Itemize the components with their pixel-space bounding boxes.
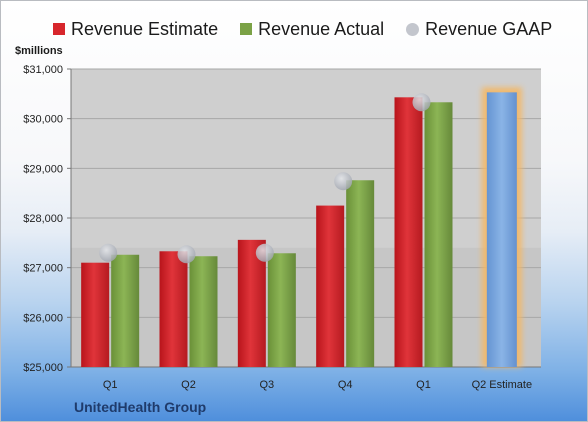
y-tick-label: $30,000 bbox=[23, 114, 63, 126]
bar-revenue-actual bbox=[424, 102, 453, 367]
x-tick-label: Q2 bbox=[181, 379, 196, 391]
legend-marker-gaap bbox=[406, 22, 420, 36]
marker-revenue-gaap bbox=[177, 245, 196, 264]
bar-revenue-actual bbox=[189, 256, 218, 367]
marker-revenue-gaap bbox=[412, 93, 431, 112]
bar-revenue-estimate bbox=[81, 262, 110, 367]
marker-revenue-gaap bbox=[255, 243, 274, 262]
y-tick-label: $28,000 bbox=[23, 213, 63, 225]
legend-label-actual: Revenue Actual bbox=[258, 18, 385, 39]
x-tick-label: Q1 bbox=[103, 379, 118, 391]
legend-swatch-actual bbox=[240, 23, 253, 35]
y-tick-label: $26,000 bbox=[23, 312, 63, 324]
bar-revenue-estimate bbox=[394, 97, 423, 367]
x-tick-label: Q3 bbox=[259, 379, 274, 391]
bar-q2-estimate bbox=[486, 92, 517, 368]
legend-swatch-estimate bbox=[53, 23, 65, 35]
bar-revenue-actual bbox=[111, 254, 140, 367]
legend-item-gaap: Revenue GAAP bbox=[406, 19, 552, 40]
company-name: UnitedHealth Group bbox=[74, 399, 207, 415]
legend-label-estimate: Revenue Estimate bbox=[71, 18, 219, 39]
legend-item-estimate: Revenue Estimate bbox=[53, 19, 218, 40]
bar-revenue-actual bbox=[267, 253, 296, 367]
bar-revenue-estimate bbox=[237, 239, 266, 367]
marker-revenue-gaap bbox=[334, 172, 353, 191]
x-tick-label: Q1 bbox=[416, 379, 431, 391]
marker-revenue-gaap bbox=[99, 243, 118, 262]
y-tick-label: $29,000 bbox=[23, 163, 63, 175]
legend-item-actual: Revenue Actual bbox=[240, 19, 384, 40]
y-tick-label: $25,000 bbox=[23, 362, 63, 374]
bar-revenue-actual bbox=[346, 180, 375, 367]
y-axis-unit-label: $millions bbox=[15, 45, 63, 57]
bar-revenue-estimate bbox=[316, 205, 345, 367]
y-tick-label: $27,000 bbox=[23, 263, 63, 275]
plot-area-lower-shade bbox=[71, 247, 541, 367]
y-tick-label: $31,000 bbox=[23, 64, 63, 76]
legend-label-gaap: Revenue GAAP bbox=[425, 18, 553, 39]
x-tick-label: Q4 bbox=[338, 379, 353, 391]
bar-revenue-estimate bbox=[159, 251, 188, 367]
x-tick-label: Q2 Estimate bbox=[472, 379, 533, 391]
chart-legend: Revenue Estimate Revenue Actual Revenue … bbox=[53, 18, 552, 40]
